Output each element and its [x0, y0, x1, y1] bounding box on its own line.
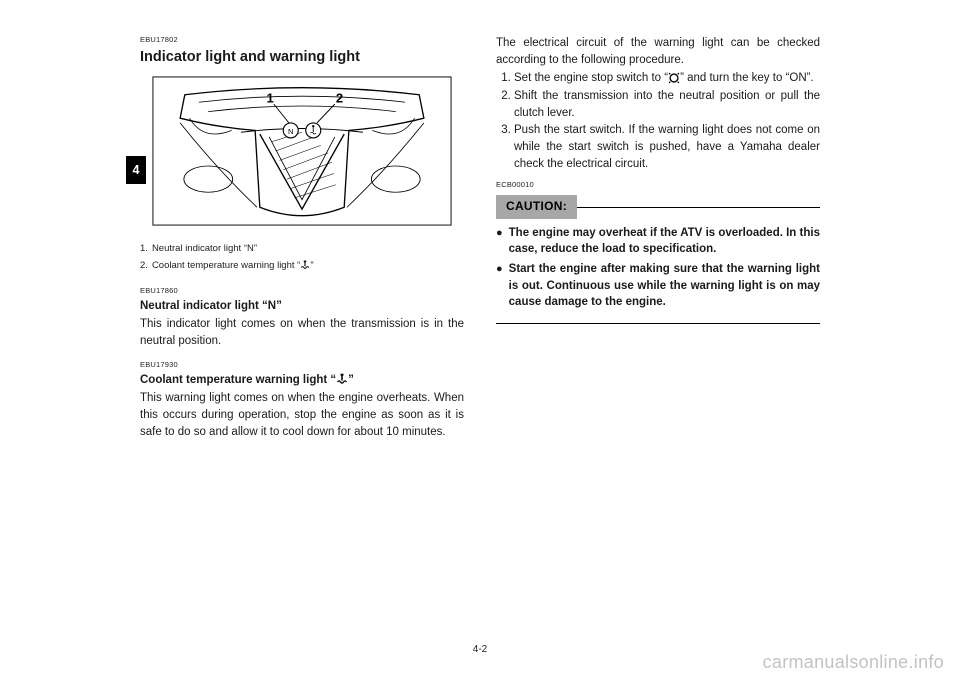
svg-text:2: 2	[336, 90, 343, 105]
engine-run-icon	[668, 72, 680, 84]
bullet-icon: ●	[496, 225, 503, 258]
figure-captions: 1. Neutral indicator light “N” 2. Coolan…	[140, 240, 464, 274]
coolant-temp-icon	[336, 373, 348, 385]
neutral-n-icon: N	[268, 300, 276, 312]
section-title: Indicator light and warning light	[140, 47, 464, 68]
caution-bullets: ● The engine may overheat if the ATV is …	[496, 225, 820, 311]
svg-text:1: 1	[266, 90, 273, 105]
ref-code: EBU17860	[140, 286, 464, 297]
caution-rule	[577, 207, 820, 208]
right-column: The electrical circuit of the warning li…	[496, 35, 820, 570]
subsection-title: Neutral indicator light “N”	[140, 298, 464, 315]
caution-heading: CAUTION:	[496, 195, 820, 218]
body-text: This warning light comes on when the eng…	[140, 390, 464, 440]
procedure-list: Set the engine stop switch to “” and tur…	[496, 70, 820, 172]
watermark: carmanualsonline.info	[763, 652, 944, 673]
body-text: This indicator light comes on when the t…	[140, 316, 464, 349]
ref-code: EBU17802	[140, 35, 464, 46]
caption-number: 1.	[140, 240, 148, 257]
indicator-diagram: N 1 2	[140, 76, 464, 226]
subsection-title: Coolant temperature warning light “”	[140, 372, 464, 389]
caption-text: Coolant temperature warning light “”	[152, 257, 314, 274]
caution-label: CAUTION:	[496, 195, 577, 218]
coolant-temp-icon	[300, 260, 310, 270]
caution-item: ● The engine may overheat if the ATV is …	[496, 225, 820, 258]
procedure-step: Shift the transmission into the neutral …	[514, 88, 820, 121]
caution-item: ● Start the engine after making sure tha…	[496, 261, 820, 311]
chapter-tab: 4	[126, 156, 146, 184]
procedure-step: Push the start switch. If the warning li…	[514, 122, 820, 172]
left-column: EBU17802 Indicator light and warning lig…	[140, 35, 464, 570]
ref-code: ECB00010	[496, 180, 820, 191]
content-columns: EBU17802 Indicator light and warning lig…	[140, 35, 820, 570]
section-end-rule	[496, 323, 820, 324]
caption-number: 2.	[140, 257, 148, 274]
bullet-icon: ●	[496, 261, 503, 311]
procedure-step: Set the engine stop switch to “” and tur…	[514, 70, 820, 87]
ref-code: EBU17930	[140, 360, 464, 371]
svg-text:N: N	[288, 127, 293, 136]
body-text: The electrical circuit of the warning li…	[496, 35, 820, 68]
caption-text: Neutral indicator light “N”	[152, 240, 257, 257]
